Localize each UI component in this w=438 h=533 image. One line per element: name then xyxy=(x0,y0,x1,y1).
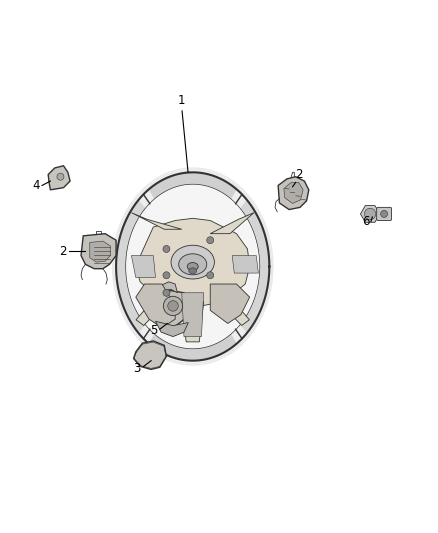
Polygon shape xyxy=(284,182,303,204)
Ellipse shape xyxy=(171,245,215,279)
Polygon shape xyxy=(116,172,269,361)
Circle shape xyxy=(163,272,170,279)
Ellipse shape xyxy=(189,268,197,274)
Circle shape xyxy=(207,272,214,279)
Circle shape xyxy=(207,237,214,244)
Polygon shape xyxy=(210,284,250,324)
Polygon shape xyxy=(210,213,254,233)
Polygon shape xyxy=(162,282,177,293)
Circle shape xyxy=(57,173,64,180)
Polygon shape xyxy=(149,334,237,361)
Circle shape xyxy=(364,208,376,220)
Text: 2: 2 xyxy=(60,245,67,257)
Text: 1: 1 xyxy=(178,94,186,107)
Polygon shape xyxy=(240,200,269,333)
Text: 4: 4 xyxy=(33,179,40,192)
Polygon shape xyxy=(131,255,155,278)
Polygon shape xyxy=(212,295,249,326)
Polygon shape xyxy=(155,321,188,336)
Ellipse shape xyxy=(187,263,198,270)
Polygon shape xyxy=(182,293,204,336)
Text: 6: 6 xyxy=(362,215,369,228)
Polygon shape xyxy=(151,290,193,328)
Circle shape xyxy=(163,296,183,316)
Polygon shape xyxy=(360,206,380,222)
Text: 3: 3 xyxy=(134,361,141,375)
Polygon shape xyxy=(136,295,173,326)
Polygon shape xyxy=(131,213,182,229)
Ellipse shape xyxy=(179,254,207,275)
Polygon shape xyxy=(134,341,166,369)
Polygon shape xyxy=(278,177,309,209)
Polygon shape xyxy=(126,184,259,349)
FancyBboxPatch shape xyxy=(377,207,392,221)
Circle shape xyxy=(163,246,170,253)
Text: 5: 5 xyxy=(150,324,158,336)
Circle shape xyxy=(163,289,170,296)
Polygon shape xyxy=(116,200,145,333)
Circle shape xyxy=(381,211,388,217)
Polygon shape xyxy=(48,166,70,190)
Polygon shape xyxy=(81,233,116,269)
Polygon shape xyxy=(136,219,250,306)
Circle shape xyxy=(168,301,178,311)
Polygon shape xyxy=(232,255,258,273)
Text: 2: 2 xyxy=(295,168,303,181)
Polygon shape xyxy=(136,284,175,328)
Polygon shape xyxy=(182,302,204,342)
Polygon shape xyxy=(149,172,237,199)
Polygon shape xyxy=(90,241,110,262)
